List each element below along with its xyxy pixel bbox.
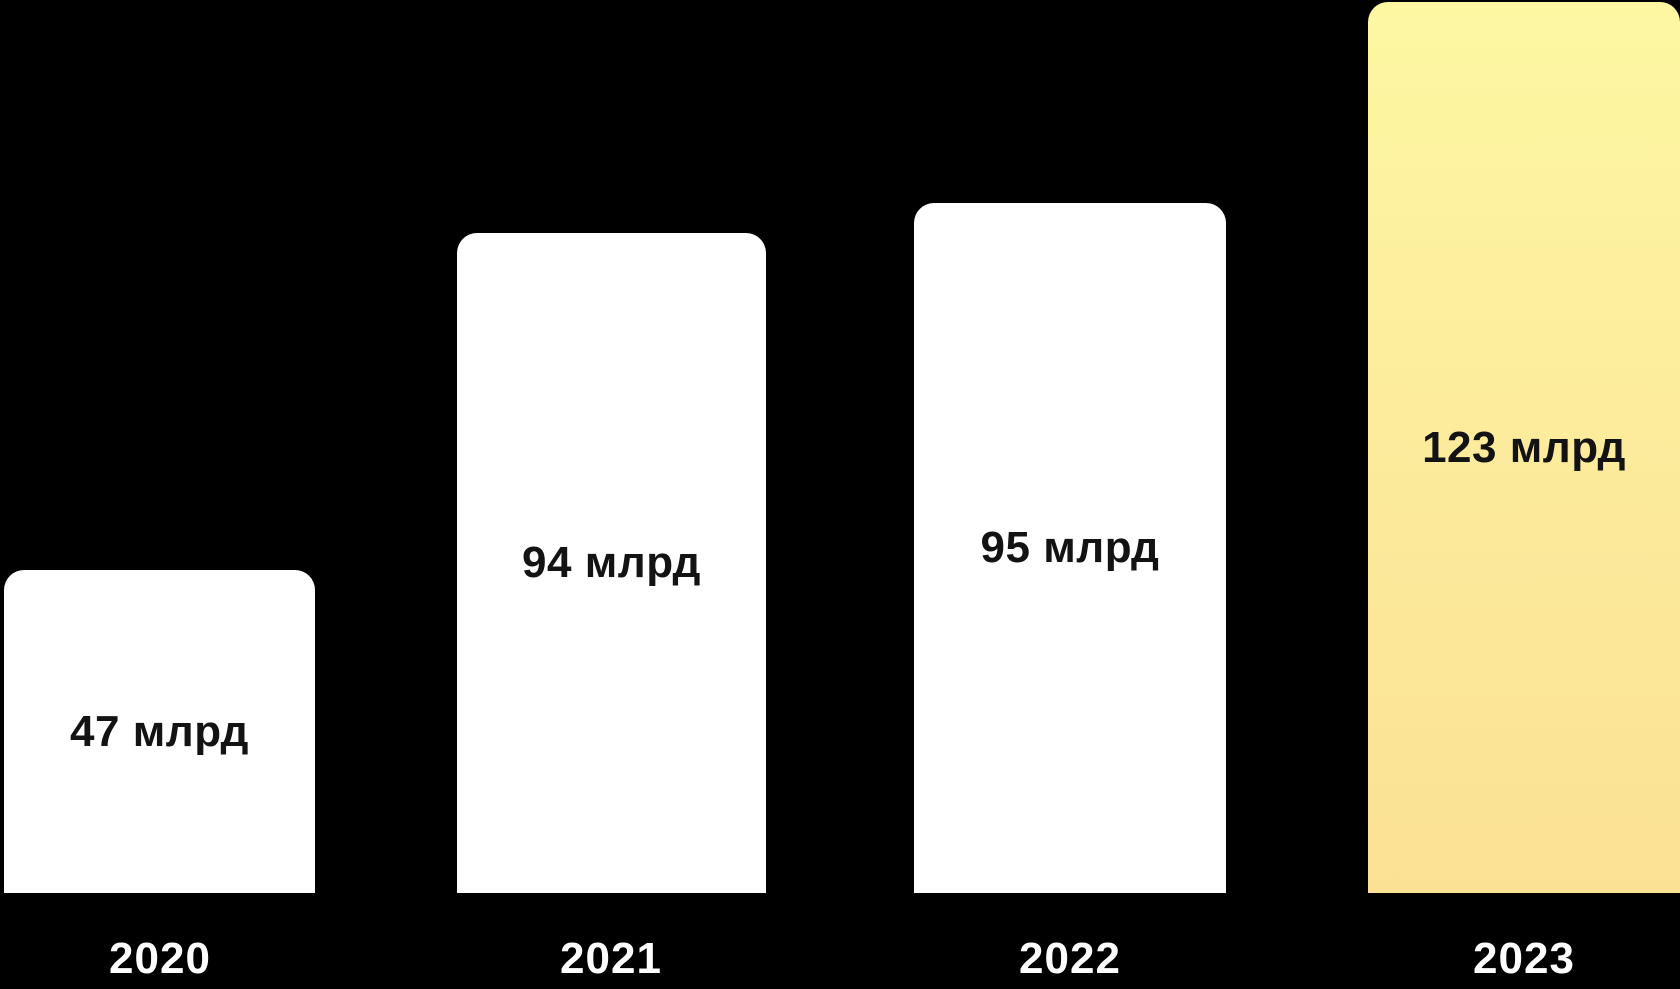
bar-2022: 95 млрд	[914, 203, 1226, 893]
bar-2020: 47 млрд	[4, 570, 315, 893]
bar-value-label: 123 млрд	[1422, 422, 1626, 472]
x-axis-label-2022: 2022	[1019, 934, 1121, 983]
x-axis-label-2021: 2021	[560, 934, 662, 983]
bar-2021: 94 млрд	[457, 233, 766, 893]
x-axis-label-2023: 2023	[1473, 934, 1575, 983]
bar-value-label: 95 млрд	[980, 523, 1160, 572]
x-axis-label-2020: 2020	[109, 934, 211, 983]
bar-2023-highlighted: 123 млрд	[1368, 2, 1680, 893]
bar-value-label: 47 млрд	[70, 706, 249, 756]
bar-value-label: 94 млрд	[522, 538, 701, 587]
